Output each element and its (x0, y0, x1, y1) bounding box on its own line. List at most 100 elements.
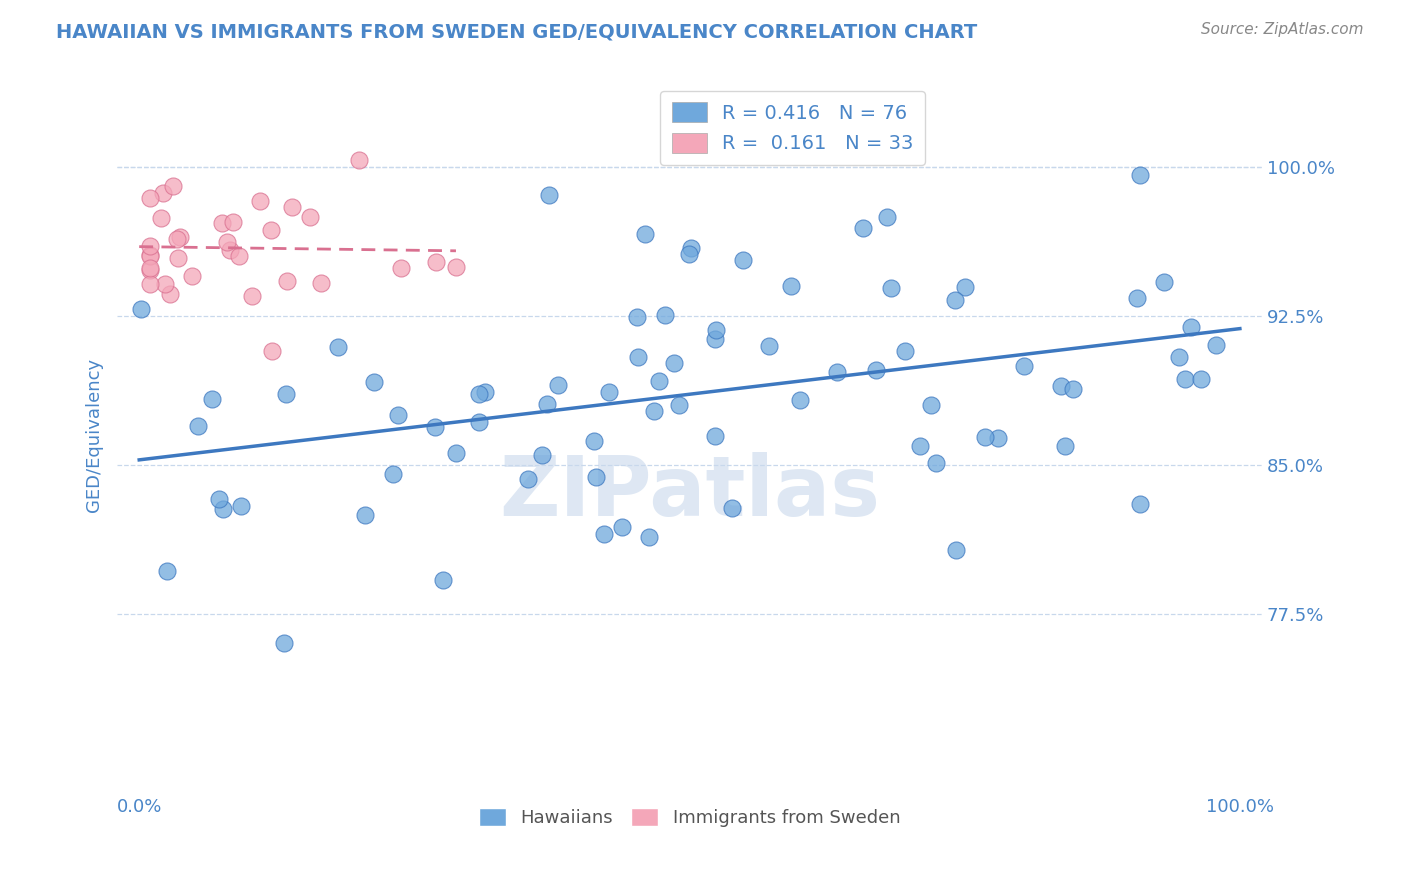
Point (152, 186, 174, 200)
Point (276, 274, 298, 288)
Point (249, 194, 271, 208)
Point (222, 215, 245, 229)
Point (1189, 372, 1212, 386)
Point (155, 277, 177, 292)
Point (218, 243, 240, 257)
Point (215, 235, 238, 250)
Point (1062, 382, 1084, 396)
Point (229, 500, 252, 514)
Point (731, 253, 754, 268)
Point (299, 210, 322, 224)
Point (240, 289, 263, 303)
Point (444, 260, 467, 275)
Point (129, 302, 152, 317)
Point (943, 293, 966, 307)
Point (974, 430, 997, 444)
Point (149, 211, 172, 226)
Point (169, 230, 191, 244)
Point (1174, 372, 1197, 386)
Point (363, 375, 385, 389)
Text: Source: ZipAtlas.com: Source: ZipAtlas.com (1201, 22, 1364, 37)
Point (679, 241, 702, 255)
Point (633, 227, 655, 241)
Y-axis label: GED/Equivalency: GED/Equivalency (86, 359, 103, 513)
Point (876, 210, 898, 224)
Point (468, 415, 491, 429)
Point (1180, 319, 1202, 334)
Point (585, 469, 607, 483)
Text: HAWAIIAN VS IMMIGRANTS FROM SWEDEN GED/EQUIVALENCY CORRELATION CHART: HAWAIIAN VS IMMIGRANTS FROM SWEDEN GED/E… (56, 22, 977, 41)
Point (347, 153, 370, 168)
Point (538, 187, 561, 202)
Point (211, 216, 233, 230)
Point (789, 392, 811, 407)
Point (228, 249, 250, 263)
Point (1168, 350, 1191, 364)
Point (155, 564, 177, 578)
Legend: Hawaiians, Immigrants from Sweden: Hawaiians, Immigrants from Sweden (471, 801, 907, 834)
Point (1205, 338, 1227, 352)
Point (389, 261, 412, 276)
Point (1012, 359, 1035, 374)
Point (865, 362, 887, 376)
Point (273, 636, 295, 650)
Point (181, 269, 204, 284)
Point (281, 200, 304, 214)
Point (1129, 168, 1152, 182)
Point (945, 543, 967, 558)
Point (260, 222, 283, 236)
Point (637, 530, 659, 544)
Point (139, 239, 162, 253)
Point (880, 281, 903, 295)
Point (166, 232, 188, 246)
Point (987, 431, 1010, 445)
Point (139, 263, 162, 277)
Point (468, 387, 491, 401)
Point (423, 419, 446, 434)
Point (648, 375, 671, 389)
Point (852, 221, 875, 235)
Point (162, 178, 184, 193)
Point (547, 378, 569, 392)
Point (924, 457, 946, 471)
Point (536, 397, 558, 411)
Point (311, 277, 333, 291)
Point (139, 277, 162, 291)
Point (894, 343, 917, 358)
Point (593, 526, 616, 541)
Point (139, 261, 162, 276)
Point (139, 249, 162, 263)
Point (425, 254, 447, 268)
Point (167, 251, 190, 265)
Point (662, 356, 685, 370)
Point (582, 434, 605, 448)
Point (212, 501, 235, 516)
Point (387, 408, 409, 422)
Point (139, 191, 162, 205)
Point (703, 429, 725, 443)
Point (643, 403, 665, 417)
Point (704, 332, 727, 346)
Point (432, 573, 454, 587)
Point (207, 492, 229, 507)
Point (381, 467, 404, 481)
Point (598, 384, 620, 399)
Point (704, 323, 727, 337)
Point (187, 418, 209, 433)
Point (780, 278, 803, 293)
Point (201, 392, 224, 406)
Point (654, 308, 676, 322)
Point (139, 247, 162, 261)
Point (758, 339, 780, 353)
Point (1126, 291, 1149, 305)
Point (474, 385, 496, 400)
Point (953, 280, 976, 294)
Point (516, 472, 538, 486)
Point (1153, 275, 1175, 289)
Point (1054, 439, 1077, 453)
Point (908, 439, 931, 453)
Point (1050, 379, 1073, 393)
Point (530, 448, 553, 462)
Point (627, 350, 650, 364)
Point (446, 446, 468, 460)
